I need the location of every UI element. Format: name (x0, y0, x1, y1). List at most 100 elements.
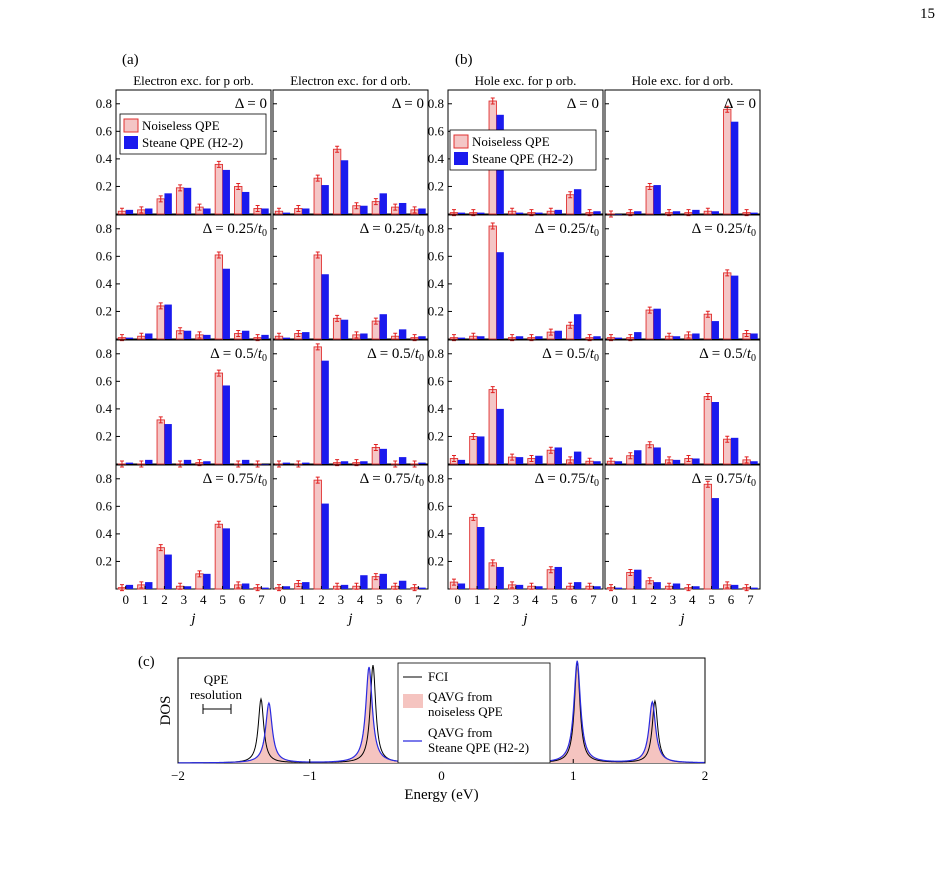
error-bar (608, 210, 613, 218)
error-bar (647, 577, 652, 585)
bar-noiseless (313, 346, 322, 465)
y-tick-label: 0.2 (96, 553, 112, 568)
panel-frame (604, 214, 761, 340)
bar-noiseless (488, 562, 497, 590)
bar-noiseless (645, 309, 654, 340)
y-axis-label: DOS (158, 695, 174, 725)
error-bar (373, 443, 378, 451)
bar-steane (321, 274, 329, 339)
bar-noiseless (175, 187, 185, 215)
bar-panels: Electron exc. for p orb. 0.2 0.4 0.6 0.8 Δ = … (96, 73, 761, 627)
legend-label: QAVG from (428, 725, 492, 740)
bar-steane (164, 304, 172, 339)
x-tick-label: 7 (258, 592, 265, 607)
x-tick-label: 5 (219, 592, 226, 607)
bar-noiseless (234, 185, 243, 215)
bar-steane (496, 566, 504, 589)
bar-steane (222, 528, 230, 589)
bar-steane (360, 333, 368, 339)
bar-steane (282, 462, 291, 464)
error-bar (236, 460, 241, 468)
panel-label-b: (b) (455, 52, 473, 68)
y-tick-label: 0.8 (96, 471, 112, 486)
bar-steane (321, 503, 329, 589)
bar-steane (692, 458, 700, 464)
bar-steane (203, 208, 211, 214)
x-tick-label: 0 (279, 592, 286, 607)
y-tick-label: 0.4 (96, 276, 113, 291)
y-tick-label: 0.4 (96, 151, 113, 166)
panel-frame (604, 89, 761, 215)
error-bar (705, 207, 710, 215)
row-label: Δ = 0.25/t0 (203, 221, 267, 239)
bar-steane (593, 211, 601, 214)
error-bar (471, 432, 476, 440)
legend-label: QAVG from (428, 689, 492, 704)
bar-steane (360, 205, 368, 214)
bar-steane (672, 336, 681, 339)
y-tick-label: 0.2 (96, 428, 112, 443)
legend-swatch-steane (454, 152, 468, 165)
panel-frame (272, 214, 429, 340)
bar-steane (711, 498, 719, 589)
bar-steane (593, 461, 601, 464)
bar-steane (477, 212, 485, 214)
legend-label: Steane QPE (H2-2) (142, 135, 243, 150)
resolution-bar (202, 704, 232, 714)
bar-steane (634, 211, 642, 214)
y-tick-label: 0.2 (428, 178, 444, 193)
row-label: Δ = 0.75/t0 (360, 471, 424, 489)
bar-steane (614, 461, 623, 464)
bar-steane (340, 160, 349, 214)
error-bar (158, 416, 163, 424)
error-bar (705, 480, 710, 488)
bar-steane (241, 191, 250, 214)
bar-steane (360, 575, 368, 589)
bar-noiseless (214, 523, 224, 590)
bar-steane (282, 337, 291, 339)
bar-steane (730, 584, 739, 589)
error-bar (296, 579, 301, 587)
x-axis-label: j (346, 611, 352, 627)
panel-frame (272, 464, 429, 590)
panel-frame (447, 464, 604, 590)
bar-steane (398, 202, 407, 214)
error-bar (744, 584, 749, 592)
bar-steane (282, 212, 291, 214)
bar-steane (321, 185, 329, 214)
error-bar (158, 544, 163, 552)
bar-steane (750, 212, 758, 214)
error-bar (471, 332, 476, 340)
error-bar (255, 460, 260, 468)
bar-steane (711, 402, 719, 464)
bar-steane (672, 459, 681, 464)
bar-steane (535, 336, 543, 339)
y-tick-label: 0.2 (96, 178, 112, 193)
error-bar (315, 251, 320, 259)
bar-steane (321, 360, 329, 464)
bar-noiseless (723, 438, 732, 465)
error-bar (139, 581, 144, 589)
bar-steane (535, 212, 543, 214)
bar-steane (653, 447, 661, 464)
bar-steane (634, 450, 642, 464)
bar-steane (222, 268, 230, 339)
row-label: Δ = 0.75/t0 (203, 471, 267, 489)
bar-steane (730, 275, 739, 339)
error-bar (608, 457, 613, 465)
bar-steane (222, 169, 230, 214)
x-tick-label: 6 (571, 592, 578, 607)
bar-steane (145, 582, 153, 589)
error-bar (568, 321, 573, 329)
bar-steane (340, 319, 349, 339)
y-tick-label: 0.4 (428, 401, 445, 416)
bar-steane (261, 587, 269, 589)
bar-steane (653, 185, 661, 214)
x-tick-label: 6 (239, 592, 246, 607)
error-bar (119, 207, 124, 215)
x-axis-label: j (521, 611, 527, 627)
bar-steane (634, 569, 642, 589)
error-bar (296, 204, 301, 212)
bar-steane (261, 208, 269, 214)
panel-label-a: (a) (122, 52, 139, 68)
